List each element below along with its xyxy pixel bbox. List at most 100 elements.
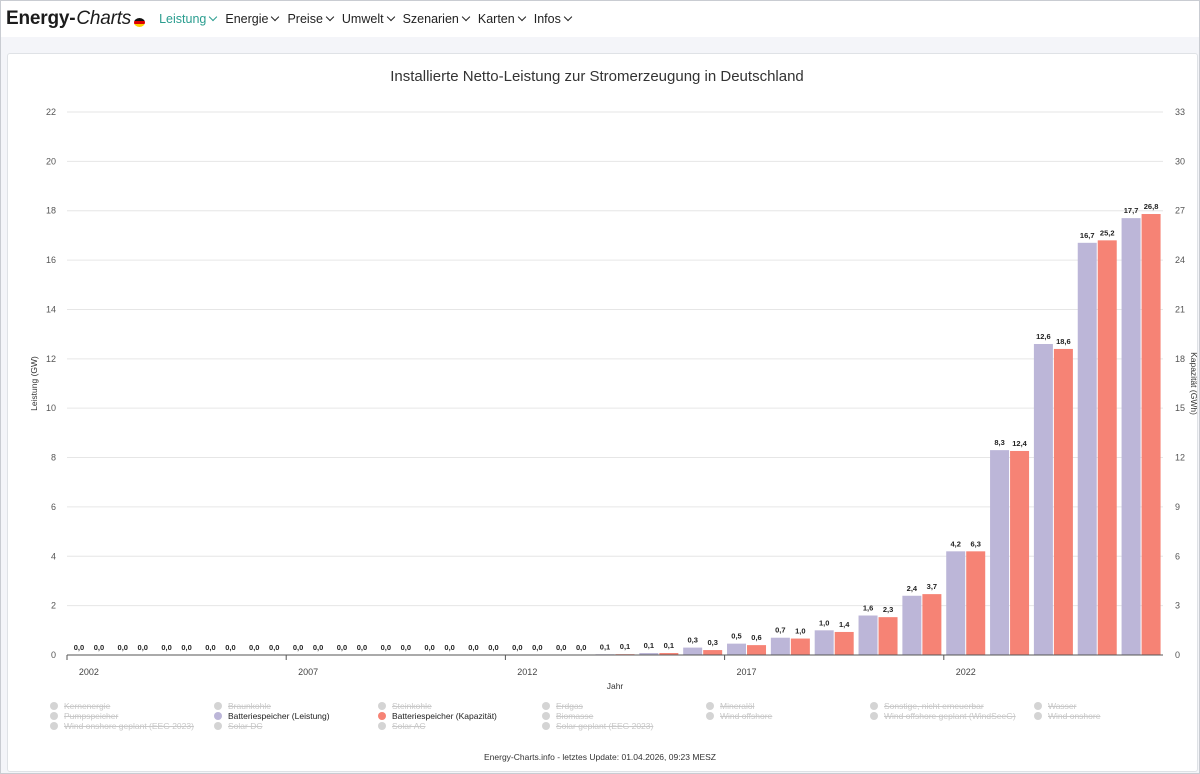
legend-label: Batteriespeicher (Leistung)	[228, 711, 330, 721]
data-label-leistung: 1,0	[819, 618, 829, 627]
data-label-kapazitaet: 0,0	[225, 643, 235, 652]
y-tick-label: 2	[51, 601, 56, 611]
y-axis-label: Leistung (GW)	[29, 356, 39, 411]
bar-kapazitaet	[1053, 348, 1073, 655]
menu-item-preise[interactable]: Preise	[287, 12, 335, 26]
data-label-kapazitaet: 0,6	[751, 633, 761, 642]
y-tick-label: 22	[46, 107, 56, 117]
legend-marker-icon	[1034, 702, 1042, 710]
bar-kapazitaet	[966, 551, 986, 655]
menu-item-label: Energie	[225, 12, 269, 26]
legend-item[interactable]: Solar DC	[214, 721, 262, 731]
data-label-leistung: 12,6	[1036, 332, 1051, 341]
menu-item-infos[interactable]: Infos	[534, 12, 573, 26]
legend-label: Wasser	[1048, 701, 1077, 711]
legend-label: Solar AC	[392, 721, 426, 731]
y2-tick-label: 24	[1175, 255, 1185, 265]
menu-item-umwelt[interactable]: Umwelt	[342, 12, 395, 26]
legend-item[interactable]: Wasser	[1034, 701, 1077, 711]
menu-item-szenarien[interactable]: Szenarien	[402, 12, 471, 26]
y2-tick-label: 9	[1175, 502, 1180, 512]
menu-item-label: Szenarien	[402, 12, 459, 26]
legend-marker-icon	[706, 702, 714, 710]
legend-item[interactable]: Steinkohle	[378, 701, 432, 711]
legend-label: Wind onshore geplant (EEG 2023)	[64, 721, 194, 731]
legend-marker-icon	[214, 712, 222, 720]
logo[interactable]: Energy- Charts	[6, 8, 146, 30]
bar-kapazitaet	[790, 638, 810, 655]
legend-label: Erdgas	[556, 701, 583, 711]
legend-label: Wind offshore geplant (WindSeeG)	[884, 711, 1016, 721]
y2-axis-label: Kapazität (GWh)	[1189, 352, 1199, 415]
data-label-leistung: 1,6	[863, 604, 873, 613]
y-tick-label: 18	[46, 206, 56, 216]
legend-item[interactable]: Mineralöl	[706, 701, 755, 711]
bar-leistung	[1033, 344, 1053, 655]
logo-text-energy: Energy-	[6, 8, 76, 29]
y-tick-label: 8	[51, 453, 56, 463]
data-label-leistung: 0,0	[293, 643, 303, 652]
legend-label: Batteriespeicher (Kapazität)	[392, 711, 497, 721]
y2-tick-label: 12	[1175, 453, 1185, 463]
legend-marker-icon	[870, 702, 878, 710]
data-label-leistung: 0,0	[161, 643, 171, 652]
legend-item[interactable]: Erdgas	[542, 701, 583, 711]
legend-item[interactable]: Braunkohle	[214, 701, 271, 711]
legend-marker-icon	[542, 702, 550, 710]
legend-item[interactable]: Pumpspeicher	[50, 711, 118, 721]
data-label-kapazitaet: 3,7	[927, 582, 937, 591]
legend-label: Solar DC	[228, 721, 263, 731]
legend-item[interactable]: Wind offshore	[706, 711, 772, 721]
legend-marker-icon	[542, 722, 550, 730]
y2-tick-label: 21	[1175, 304, 1185, 314]
bar-leistung	[946, 551, 966, 655]
data-label-leistung: 0,5	[731, 632, 741, 641]
legend-item[interactable]: Kernenergie	[50, 701, 110, 711]
x-tick-label: 2012	[517, 667, 537, 677]
data-label-kapazitaet: 26,8	[1144, 202, 1159, 211]
main-menu: Leistung Energie Preise Umwelt Szenarien Kart…	[159, 12, 580, 26]
data-label-kapazitaet: 0,0	[181, 643, 191, 652]
data-label-leistung: 0,0	[249, 643, 259, 652]
bar-kapazitaet	[659, 653, 679, 655]
data-label-leistung: 0,0	[205, 643, 215, 652]
data-label-kapazitaet: 0,0	[138, 643, 148, 652]
top-navigation: Energy- Charts Leistung Energie Preise Umwel…	[1, 1, 1199, 37]
legend-item[interactable]: Wind onshore	[1034, 711, 1100, 721]
y-tick-label: 10	[46, 403, 56, 413]
footer-update-info: Energy-Charts.info - letztes Update: 01.…	[484, 752, 716, 762]
legend-item[interactable]: Sonstige, nicht erneuerbar	[870, 701, 984, 711]
y2-tick-label: 6	[1175, 551, 1180, 561]
legend-item[interactable]: Batteriespeicher (Leistung)	[214, 711, 330, 721]
menu-item-label: Karten	[477, 12, 515, 26]
legend-item[interactable]: Wind onshore geplant (EEG 2023)	[50, 721, 194, 731]
y2-tick-label: 18	[1175, 354, 1185, 364]
germany-flag-icon	[134, 17, 146, 27]
bar-leistung	[639, 653, 659, 655]
legend-label: Solar geplant (EEG 2023)	[556, 721, 654, 731]
bar-kapazitaet	[834, 631, 854, 655]
bar-leistung	[683, 647, 703, 655]
legend-marker-icon	[50, 722, 58, 730]
data-label-leistung: 0,0	[74, 643, 84, 652]
legend-item[interactable]: Solar geplant (EEG 2023)	[542, 721, 653, 731]
data-label-kapazitaet: 0,3	[707, 638, 717, 647]
legend-item[interactable]: Solar AC	[378, 721, 426, 731]
legend-item[interactable]: Biomasse	[542, 711, 593, 721]
bar-leistung	[990, 450, 1010, 655]
legend-label: Sonstige, nicht erneuerbar	[884, 701, 984, 711]
menu-item-energie[interactable]: Energie	[225, 12, 280, 26]
menu-item-leistung[interactable]: Leistung	[159, 12, 218, 26]
menu-item-karten[interactable]: Karten	[477, 12, 526, 26]
bar-kapazitaet	[878, 617, 898, 655]
y-tick-label: 4	[51, 551, 56, 561]
legend-item[interactable]: Batteriespeicher (Kapazität)	[378, 711, 497, 721]
legend-item[interactable]: Wind offshore geplant (WindSeeG)	[870, 711, 1016, 721]
bar-leistung	[814, 630, 834, 655]
data-label-leistung: 0,0	[118, 643, 128, 652]
data-label-leistung: 0,0	[424, 643, 434, 652]
legend-label: Pumpspeicher	[64, 711, 119, 721]
bar-kapazitaet	[1010, 450, 1030, 655]
data-label-kapazitaet: 2,3	[883, 605, 893, 614]
